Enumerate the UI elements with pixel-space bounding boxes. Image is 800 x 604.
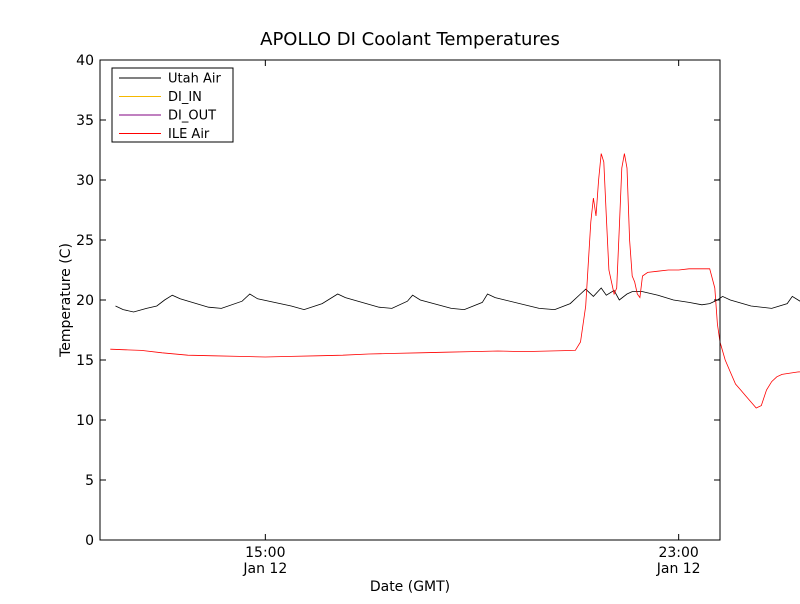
x-axis-label: Date (GMT) (370, 579, 450, 595)
legend-label: DI_IN (168, 90, 202, 105)
y-tick-label: 35 (76, 113, 94, 129)
y-tick-label: 5 (85, 473, 94, 489)
legend-label: DI_OUT (168, 109, 216, 124)
y-tick-label: 40 (76, 53, 94, 69)
y-tick-label: 15 (76, 353, 94, 369)
x-tick-time-label: 15:00 (245, 545, 285, 561)
legend: Utah Air DI_IN DI_OUT ILE Air (112, 68, 233, 142)
y-tick-label: 0 (85, 533, 94, 549)
y-tick-label: 20 (76, 293, 94, 309)
y-tick-label: 30 (76, 173, 94, 189)
y-axis-label: Temperature (C) (58, 243, 74, 358)
chart-title: APOLLO DI Coolant Temperatures (260, 29, 560, 50)
x-tick-date-label: Jan 12 (242, 561, 287, 577)
x-tick-date-label: Jan 12 (656, 561, 701, 577)
legend-label: Utah Air (168, 72, 221, 87)
y-tick-label: 10 (76, 413, 94, 429)
y-tick-label: 25 (76, 233, 94, 249)
x-tick-time-label: 23:00 (658, 545, 698, 561)
legend-label: ILE Air (168, 127, 210, 142)
